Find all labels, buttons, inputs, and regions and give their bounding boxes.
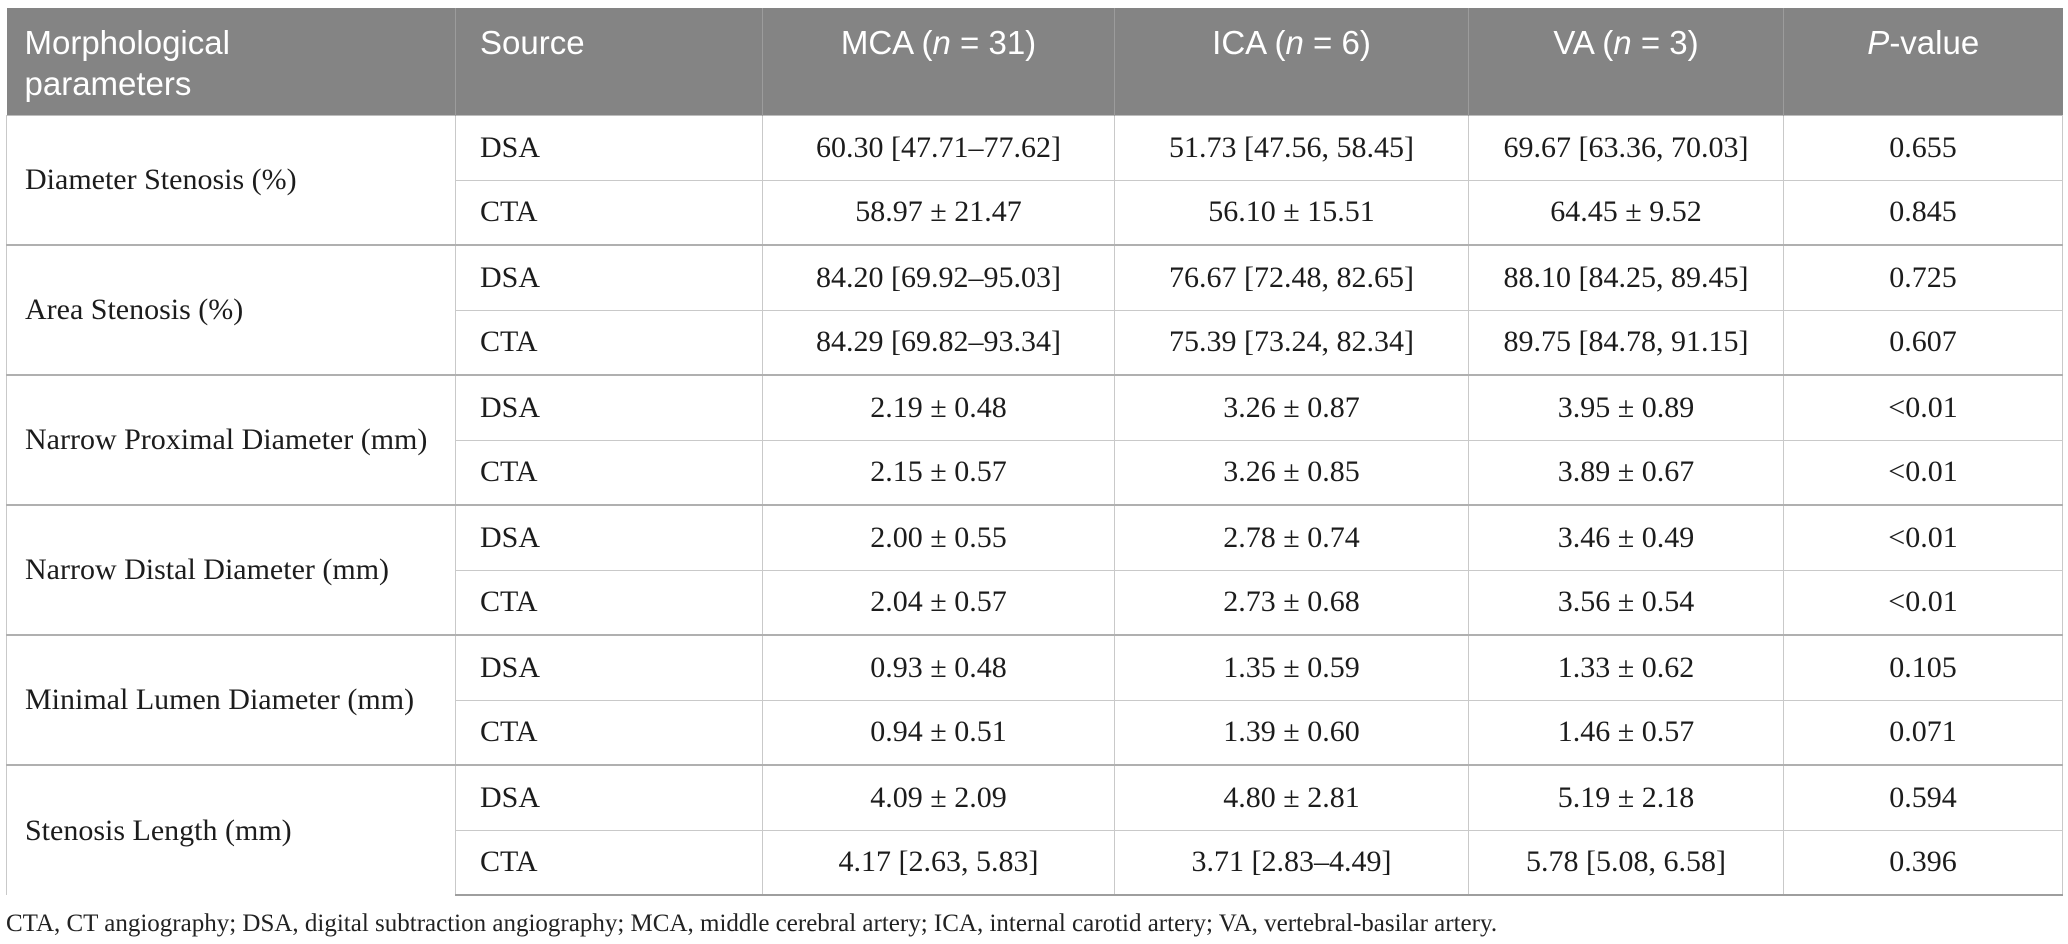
pvalue-cell: 0.725 — [1783, 244, 2063, 310]
col-header-va: VA (n = 3) — [1468, 8, 1784, 115]
col-header-parameter: Morphological parameters — [6, 8, 456, 115]
pvalue-cell: <0.01 — [1783, 504, 2063, 570]
va-value-cell: 89.75 [84.78, 91.15] — [1468, 309, 1784, 375]
parameter-cell-diameter-stenosis: Diameter Stenosis (%) — [6, 114, 456, 245]
source-cell: CTA — [455, 179, 763, 245]
parameter-cell-narrow-proximal: Narrow Proximal Diameter (mm) — [6, 374, 456, 505]
va-value-cell: 88.10 [84.25, 89.45] — [1468, 244, 1784, 310]
mca-value-cell: 2.00 ± 0.55 — [762, 504, 1115, 570]
table-row-minimal-lumen-cta: CTA 0.94 ± 0.51 1.39 ± 0.60 1.46 ± 0.57 … — [7, 699, 2063, 765]
source-cell: DSA — [455, 374, 763, 440]
ica-value-cell: 1.35 ± 0.59 — [1114, 634, 1469, 700]
col-header-pvalue: P-value — [1783, 8, 2063, 115]
source-cell: CTA — [455, 569, 763, 635]
col-header-mca: MCA (n = 31) — [762, 8, 1115, 115]
pvalue-cell: 0.105 — [1783, 634, 2063, 700]
va-value-cell: 3.56 ± 0.54 — [1468, 569, 1784, 635]
table-footnote: CTA, CT angiography; DSA, digital subtra… — [6, 910, 1498, 937]
source-cell: CTA — [455, 829, 763, 896]
col-header-source: Source — [455, 8, 763, 115]
pvalue-cell: 0.607 — [1783, 309, 2063, 375]
table-row-diameter-stenosis-dsa: Diameter Stenosis (%) DSA 60.30 [47.71–7… — [6, 114, 2063, 245]
va-value-cell: 3.46 ± 0.49 — [1468, 504, 1784, 570]
parameter-cell-narrow-distal: Narrow Distal Diameter (mm) — [6, 504, 456, 635]
ica-value-cell: 3.26 ± 0.85 — [1114, 439, 1469, 505]
mca-value-cell: 4.17 [2.63, 5.83] — [762, 829, 1115, 896]
pvalue-cell: 0.845 — [1783, 179, 2063, 245]
source-cell: DSA — [455, 634, 763, 700]
table-row-narrow-proximal-cta: CTA 2.15 ± 0.57 3.26 ± 0.85 3.89 ± 0.67 … — [7, 439, 2063, 505]
parameter-cell-area-stenosis: Area Stenosis (%) — [6, 244, 456, 375]
source-cell: DSA — [455, 244, 763, 310]
pvalue-cell: 0.396 — [1783, 829, 2063, 896]
source-cell: CTA — [455, 439, 763, 505]
source-cell: DSA — [455, 764, 763, 830]
table-header: Morphological parameters Source MCA (n =… — [6, 8, 2063, 115]
mca-value-cell: 0.94 ± 0.51 — [762, 699, 1115, 765]
source-cell: DSA — [455, 114, 763, 180]
pvalue-cell: <0.01 — [1783, 374, 2063, 440]
mca-value-cell: 58.97 ± 21.47 — [762, 179, 1115, 245]
source-cell: CTA — [455, 699, 763, 765]
ica-value-cell: 4.80 ± 2.81 — [1114, 764, 1469, 830]
col-header-parameter-label: Morphological parameters — [24, 24, 230, 102]
table-row-narrow-proximal-dsa: Narrow Proximal Diameter (mm) DSA 2.19 ±… — [6, 374, 2063, 505]
pvalue-cell: 0.594 — [1783, 764, 2063, 830]
mca-value-cell: 60.30 [47.71–77.62] — [762, 114, 1115, 180]
mca-value-cell: 2.15 ± 0.57 — [762, 439, 1115, 505]
ica-value-cell: 2.78 ± 0.74 — [1114, 504, 1469, 570]
results-table: Morphological parameters Source MCA (n =… — [6, 8, 2063, 896]
mca-value-cell: 0.93 ± 0.48 — [762, 634, 1115, 700]
va-value-cell: 1.46 ± 0.57 — [1468, 699, 1784, 765]
table-row-stenosis-length-dsa: Stenosis Length (mm) DSA 4.09 ± 2.09 4.8… — [6, 764, 2063, 895]
pvalue-cell: 0.071 — [1783, 699, 2063, 765]
mca-value-cell: 84.29 [69.82–93.34] — [762, 309, 1115, 375]
pvalue-cell: <0.01 — [1783, 569, 2063, 635]
table-body: Diameter Stenosis (%) DSA 60.30 [47.71–7… — [6, 114, 2063, 896]
table-row-area-stenosis-dsa: Area Stenosis (%) DSA 84.20 [69.92–95.03… — [6, 244, 2063, 375]
table-row-minimal-lumen-dsa: Minimal Lumen Diameter (mm) DSA 0.93 ± 0… — [6, 634, 2063, 765]
mca-value-cell: 2.04 ± 0.57 — [762, 569, 1115, 635]
ica-value-cell: 56.10 ± 15.51 — [1114, 179, 1469, 245]
parameter-cell-stenosis-length: Stenosis Length (mm) — [6, 764, 456, 895]
col-header-ica: ICA (n = 6) — [1114, 8, 1469, 115]
table-row-diameter-stenosis-cta: CTA 58.97 ± 21.47 56.10 ± 15.51 64.45 ± … — [7, 179, 2063, 245]
table-row-area-stenosis-cta: CTA 84.29 [69.82–93.34] 75.39 [73.24, 82… — [7, 309, 2063, 375]
ica-value-cell: 51.73 [47.56, 58.45] — [1114, 114, 1469, 180]
ica-value-cell: 3.71 [2.83–4.49] — [1114, 829, 1469, 896]
pvalue-cell: <0.01 — [1783, 439, 2063, 505]
va-value-cell: 3.95 ± 0.89 — [1468, 374, 1784, 440]
mca-value-cell: 2.19 ± 0.48 — [762, 374, 1115, 440]
va-value-cell: 64.45 ± 9.52 — [1468, 179, 1784, 245]
parameter-cell-minimal-lumen: Minimal Lumen Diameter (mm) — [6, 634, 456, 765]
table-row-narrow-distal-dsa: Narrow Distal Diameter (mm) DSA 2.00 ± 0… — [6, 504, 2063, 635]
va-value-cell: 69.67 [63.36, 70.03] — [1468, 114, 1784, 180]
va-value-cell: 3.89 ± 0.67 — [1468, 439, 1784, 505]
pvalue-cell: 0.655 — [1783, 114, 2063, 180]
ica-value-cell: 3.26 ± 0.87 — [1114, 374, 1469, 440]
header-row: Morphological parameters Source MCA (n =… — [6, 8, 2063, 115]
table-row-narrow-distal-cta: CTA 2.04 ± 0.57 2.73 ± 0.68 3.56 ± 0.54 … — [7, 569, 2063, 635]
ica-value-cell: 76.67 [72.48, 82.65] — [1114, 244, 1469, 310]
mca-value-cell: 4.09 ± 2.09 — [762, 764, 1115, 830]
va-value-cell: 1.33 ± 0.62 — [1468, 634, 1784, 700]
ica-value-cell: 1.39 ± 0.60 — [1114, 699, 1469, 765]
va-value-cell: 5.78 [5.08, 6.58] — [1468, 829, 1784, 896]
source-cell: CTA — [455, 309, 763, 375]
ica-value-cell: 75.39 [73.24, 82.34] — [1114, 309, 1469, 375]
source-cell: DSA — [455, 504, 763, 570]
mca-value-cell: 84.20 [69.92–95.03] — [762, 244, 1115, 310]
ica-value-cell: 2.73 ± 0.68 — [1114, 569, 1469, 635]
va-value-cell: 5.19 ± 2.18 — [1468, 764, 1784, 830]
table-row-stenosis-length-cta: CTA 4.17 [2.63, 5.83] 3.71 [2.83–4.49] 5… — [7, 829, 2063, 896]
